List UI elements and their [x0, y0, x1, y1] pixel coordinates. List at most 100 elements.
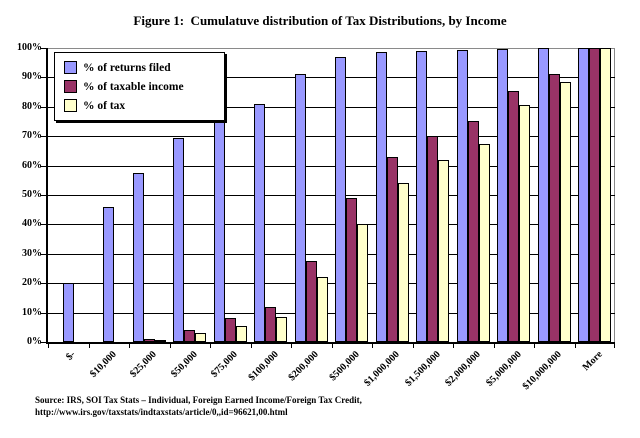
y-axis-label: 100%	[17, 42, 42, 53]
bar-group	[291, 74, 332, 342]
bar	[154, 340, 166, 342]
bar-group	[48, 283, 89, 342]
x-axis-tick	[48, 344, 49, 348]
bar	[316, 277, 328, 342]
bar	[132, 173, 144, 342]
y-axis-tick	[41, 312, 46, 314]
source-line-2: http://www.irs.gov/taxstats/indtaxstats/…	[35, 407, 288, 417]
x-axis-tick	[453, 344, 454, 348]
y-axis-tick	[41, 165, 46, 167]
bar	[578, 48, 590, 342]
bar	[559, 82, 571, 342]
x-axis-line	[46, 342, 615, 344]
gridline	[48, 77, 615, 79]
bar	[254, 104, 266, 342]
bar	[143, 339, 155, 342]
x-axis-tick	[575, 344, 576, 348]
bar	[224, 318, 236, 342]
bar-group	[534, 48, 575, 342]
legend-item: % of taxable income	[64, 77, 224, 96]
bar-group	[210, 116, 251, 342]
bar	[600, 48, 612, 342]
legend-color-swatch	[64, 99, 77, 112]
y-axis-label: 60%	[22, 159, 42, 171]
bar	[438, 160, 450, 342]
x-axis-tick	[291, 344, 292, 348]
y-axis-tick	[41, 77, 46, 79]
bar	[103, 207, 115, 342]
bar	[508, 91, 520, 342]
bar-group	[170, 138, 211, 342]
bar	[397, 183, 409, 342]
legend-item-label: % of tax	[83, 99, 126, 112]
y-axis-tick	[41, 253, 46, 255]
y-axis-label: 50%	[22, 189, 42, 200]
bar-group	[453, 50, 494, 342]
gridline	[48, 165, 615, 167]
x-axis-tick	[413, 344, 414, 348]
bar-group	[89, 207, 130, 342]
legend-item-label: % of taxable income	[83, 80, 184, 93]
gridline	[48, 283, 615, 285]
x-axis-tick	[534, 344, 535, 348]
gridline	[48, 106, 615, 108]
bar	[478, 144, 490, 342]
legend-color-swatch	[64, 61, 77, 74]
y-axis-tick	[41, 106, 46, 108]
bar	[589, 48, 601, 342]
y-axis-tick	[41, 136, 46, 138]
bar	[195, 333, 207, 342]
bar-group	[494, 49, 535, 342]
bar	[375, 52, 387, 342]
y-axis-label: 0%	[27, 336, 42, 347]
legend: % of returns filed % of taxable income % o…	[54, 52, 225, 121]
bar-group	[332, 57, 373, 342]
bar	[294, 74, 306, 342]
gridline	[48, 224, 615, 226]
legend-color-swatch	[64, 80, 77, 93]
bar	[235, 326, 247, 342]
x-axis-tick	[170, 344, 171, 348]
bar-group	[575, 48, 616, 342]
x-axis-tick	[332, 344, 333, 348]
bar	[519, 105, 531, 342]
source-note: Source: IRS, SOI Tax Stats – Individual,…	[35, 394, 362, 418]
bar	[497, 49, 509, 342]
bar	[305, 261, 317, 342]
bar-group	[413, 51, 454, 342]
bar	[467, 121, 479, 342]
x-axis-tick	[89, 344, 90, 348]
legend-item-label: % of returns filed	[83, 61, 171, 74]
y-axis-label: 80%	[22, 100, 42, 112]
bar	[173, 138, 185, 342]
source-line-1: Source: IRS, SOI Tax Stats – Individual,…	[35, 395, 362, 405]
bar	[346, 198, 358, 342]
bar	[265, 307, 277, 342]
y-axis-tick	[41, 224, 46, 226]
y-axis-label: 30%	[22, 247, 42, 259]
bar	[537, 48, 549, 342]
y-axis-tick	[41, 283, 46, 285]
x-axis-tick	[251, 344, 252, 348]
bar	[427, 136, 439, 342]
gridline	[48, 253, 615, 255]
bar	[184, 330, 196, 342]
y-axis-tick	[41, 195, 46, 196]
bar-group	[372, 52, 413, 342]
y-axis-label: 10%	[22, 306, 42, 318]
y-axis-tick	[41, 48, 46, 49]
x-axis-tick	[210, 344, 211, 348]
y-axis-label: 20%	[22, 277, 42, 289]
x-axis-tick	[372, 344, 373, 348]
gridline	[48, 136, 615, 138]
y-axis-label: 90%	[22, 71, 42, 83]
bar-groups	[48, 48, 615, 342]
gridline	[48, 195, 615, 196]
chart-title: Figure 1: Cumulatuve distribution of Tax…	[133, 13, 507, 28]
bar	[335, 57, 347, 342]
x-axis-tick	[129, 344, 130, 348]
gridline	[48, 312, 615, 314]
y-axis-label: 70%	[22, 130, 42, 142]
bar	[456, 50, 468, 342]
